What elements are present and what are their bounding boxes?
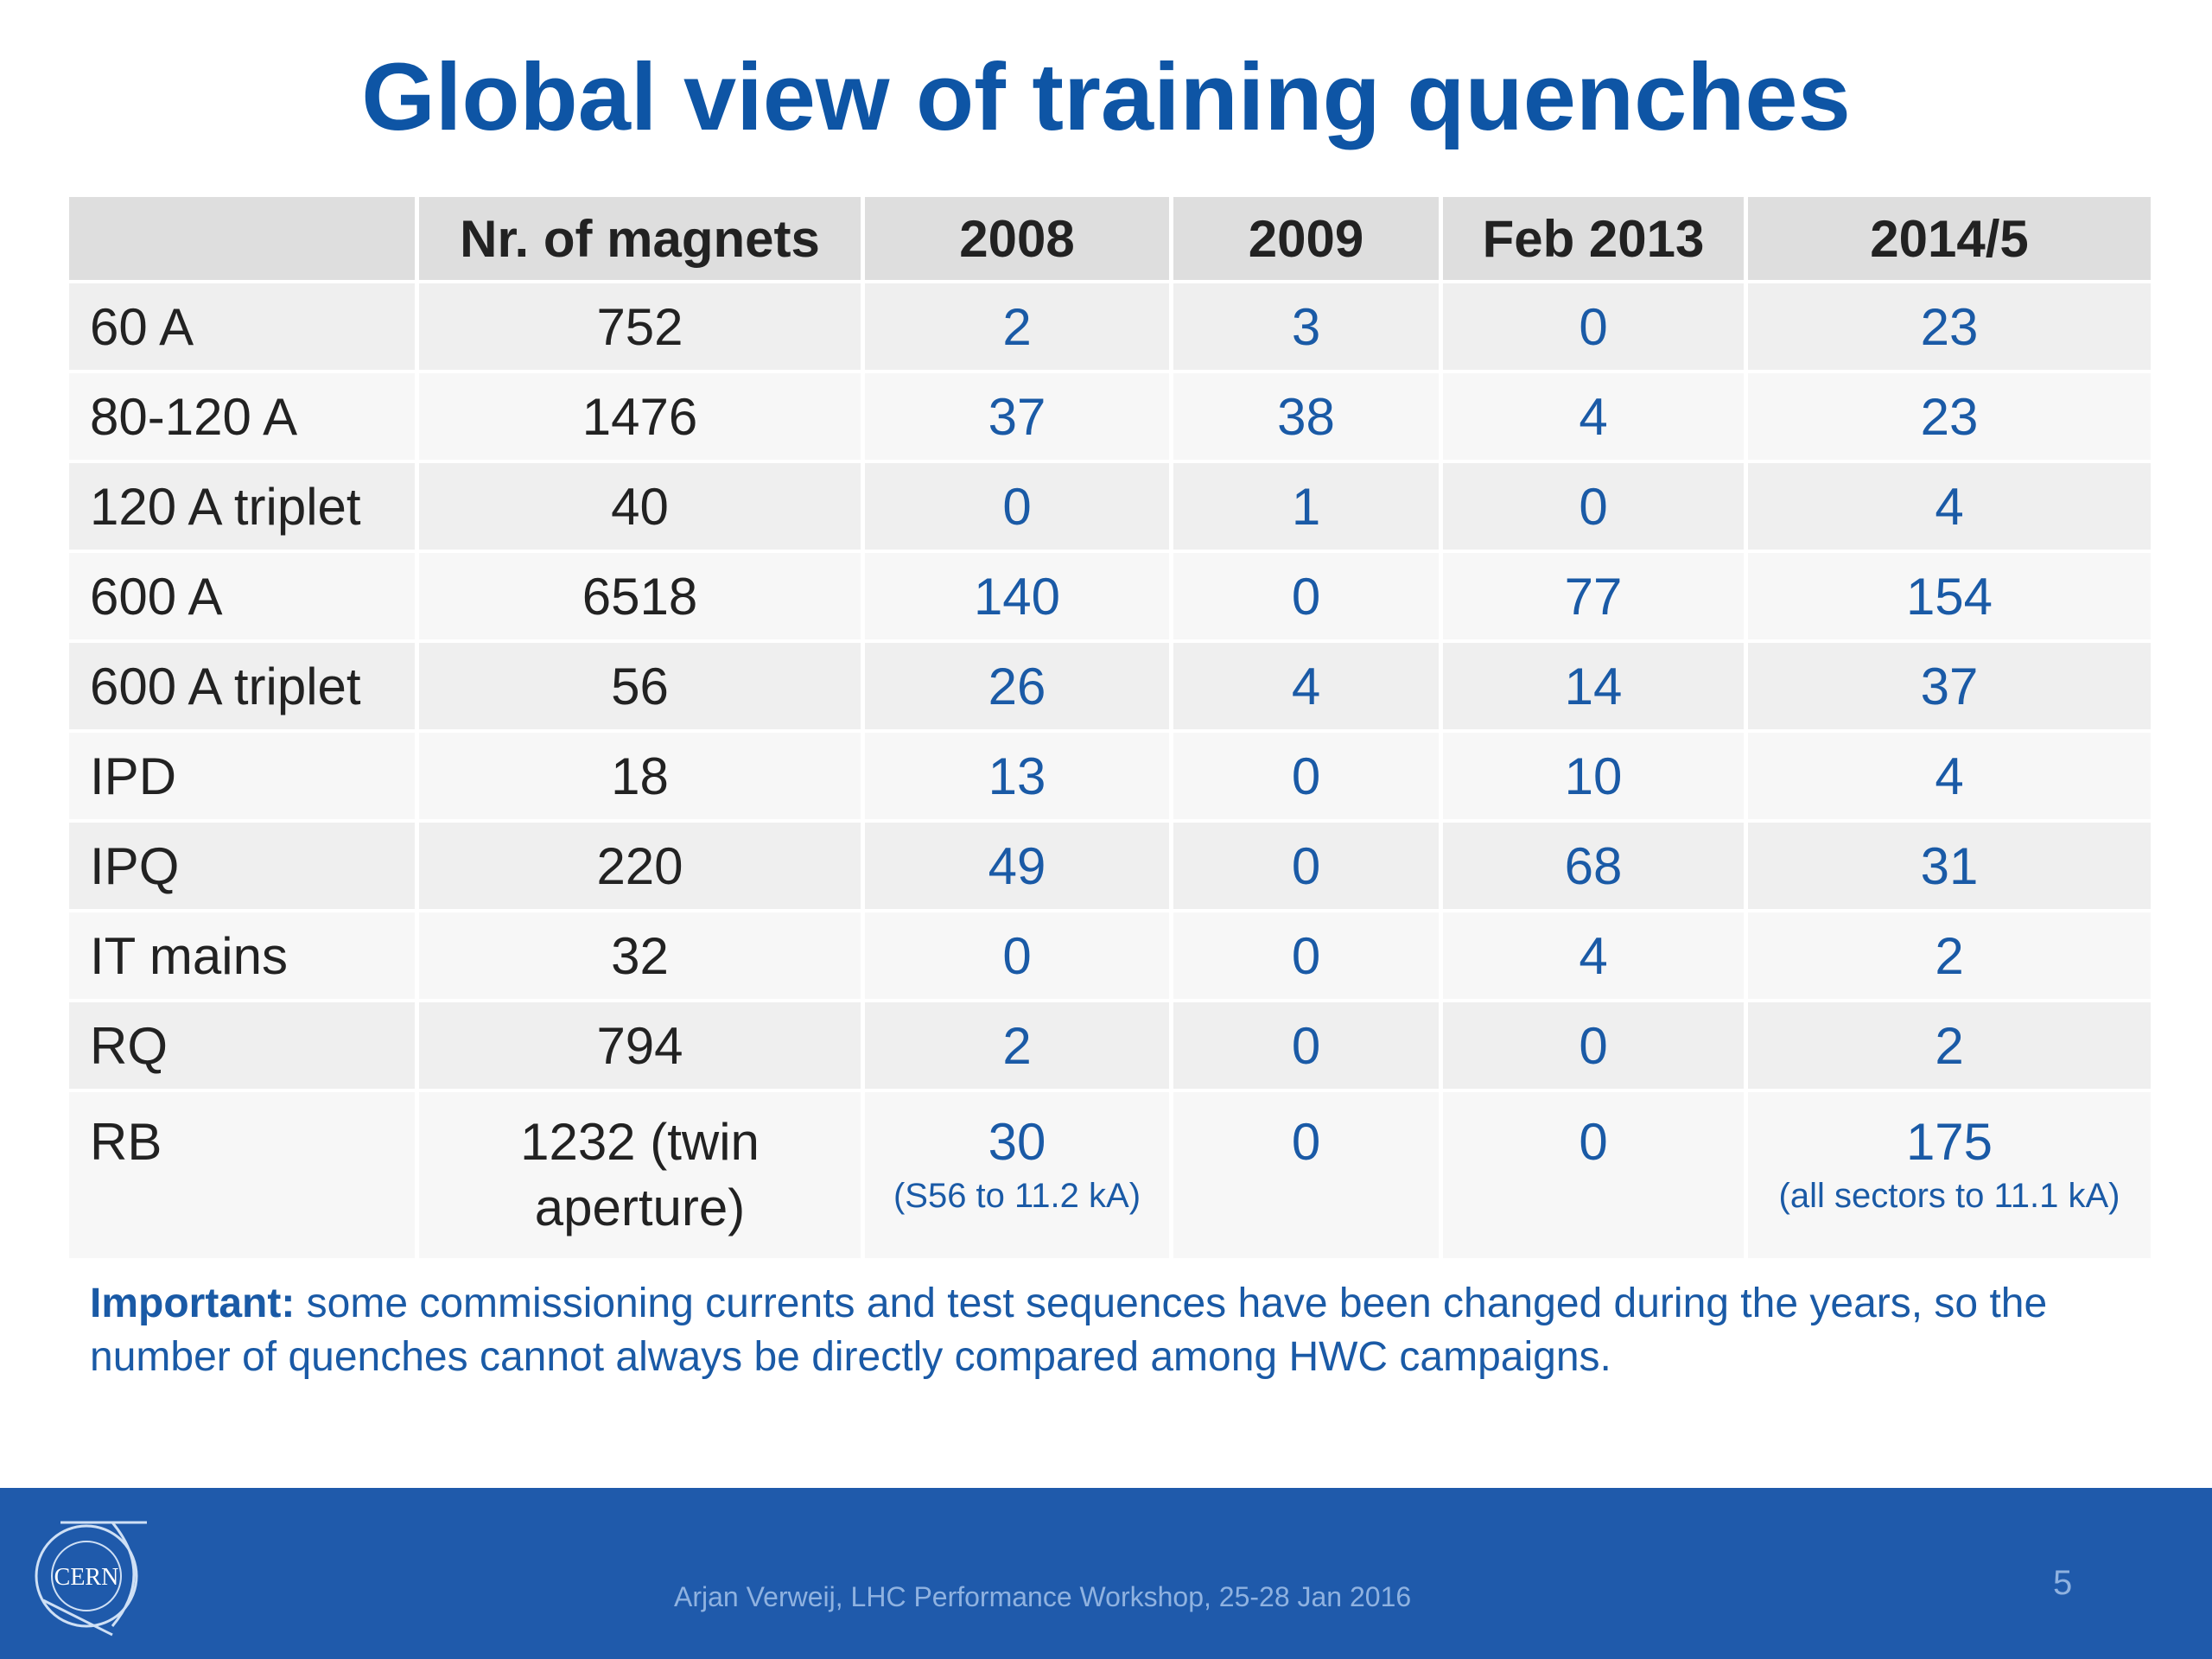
row-label: IPQ xyxy=(65,821,419,912)
table-row: 600 A 6518 140 0 77 154 xyxy=(65,551,2155,643)
header-cell-feb2013: Feb 2013 xyxy=(1439,197,1748,283)
cell-magnets: 56 xyxy=(415,641,865,733)
header-cell-2008: 2008 xyxy=(861,197,1173,283)
cell-2014-5: 154 xyxy=(1744,551,2155,643)
cell-magnets: 794 xyxy=(415,1001,865,1092)
cell-2009: 0 xyxy=(1169,821,1443,912)
table-row: IPD 18 13 0 10 4 xyxy=(65,731,2155,823)
row-label: RQ xyxy=(65,1001,419,1092)
table-row: 60 A 752 2 3 0 23 xyxy=(65,282,2155,373)
footer-bar: CERN Arjan Verweij, LHC Performance Work… xyxy=(0,1488,2212,1659)
cell-magnets: 40 xyxy=(415,461,865,553)
cell-magnets: 32 xyxy=(415,911,865,1002)
row-label: RB xyxy=(65,1090,419,1262)
note-label: Important: xyxy=(90,1281,296,1326)
table-row: 600 A triplet 56 26 4 14 37 xyxy=(65,641,2155,733)
table-row: RQ 794 2 0 0 2 xyxy=(65,1001,2155,1092)
cern-logo-icon: CERN xyxy=(35,1521,147,1637)
cell-2008: 2 xyxy=(861,1001,1173,1092)
header-cell-magnets: Nr. of magnets xyxy=(415,197,865,283)
cell-feb2013: 0 xyxy=(1439,282,1748,373)
header-cell-2009: 2009 xyxy=(1169,197,1443,283)
header-cell-blank xyxy=(65,197,419,283)
cell-2014-5: 23 xyxy=(1744,282,2155,373)
cell-feb2013: 14 xyxy=(1439,641,1748,733)
row-label: 120 A triplet xyxy=(65,461,419,553)
cell-magnets: 220 xyxy=(415,821,865,912)
cell-value: 30 xyxy=(988,1113,1046,1171)
table-header-row: Nr. of magnets 2008 2009 Feb 2013 2014/5 xyxy=(65,197,2155,283)
cell-2008: 140 xyxy=(861,551,1173,643)
slide-title: Global view of training quenches xyxy=(361,44,1851,150)
cell-feb2013: 0 xyxy=(1439,461,1748,553)
logo-text: CERN xyxy=(54,1564,119,1591)
cell-2009: 1 xyxy=(1169,461,1443,553)
row-label: 600 A triplet xyxy=(65,641,419,733)
cell-magnets: 18 xyxy=(415,731,865,823)
cell-2008: 37 xyxy=(861,372,1173,463)
cell-2008: 26 xyxy=(861,641,1173,733)
cell-footnote: (all sectors to 11.1 kA) xyxy=(1778,1177,2120,1215)
cell-feb2013: 0 xyxy=(1439,1090,1748,1262)
table-row: RB 1232 (twin aperture) 30 (S56 to 11.2 … xyxy=(65,1090,2155,1262)
cell-2008: 30 (S56 to 11.2 kA) xyxy=(861,1090,1173,1262)
cell-value: 175 xyxy=(1905,1113,1993,1171)
quench-table: Nr. of magnets 2008 2009 Feb 2013 2014/5… xyxy=(65,197,2155,1262)
cell-feb2013: 68 xyxy=(1439,821,1748,912)
cell-2008: 49 xyxy=(861,821,1173,912)
cell-2014-5: 2 xyxy=(1744,1001,2155,1092)
cell-feb2013: 4 xyxy=(1439,911,1748,1002)
row-label: IT mains xyxy=(65,911,419,1002)
important-note: Important: some commissioning currents a… xyxy=(90,1277,2146,1384)
table-row: 120 A triplet 40 0 1 0 4 xyxy=(65,461,2155,553)
cell-feb2013: 0 xyxy=(1439,1001,1748,1092)
row-label: 600 A xyxy=(65,551,419,643)
row-label: 80-120 A xyxy=(65,372,419,463)
cell-2009: 0 xyxy=(1169,1001,1443,1092)
cell-feb2013: 77 xyxy=(1439,551,1748,643)
cell-2009: 0 xyxy=(1169,551,1443,643)
cell-feb2013: 10 xyxy=(1439,731,1748,823)
cell-2014-5: 175 (all sectors to 11.1 kA) xyxy=(1744,1090,2155,1262)
cell-magnets: 6518 xyxy=(415,551,865,643)
cell-feb2013: 4 xyxy=(1439,372,1748,463)
cell-2014-5: 4 xyxy=(1744,731,2155,823)
cell-2014-5: 4 xyxy=(1744,461,2155,553)
cell-2008: 13 xyxy=(861,731,1173,823)
cell-2008: 2 xyxy=(861,282,1173,373)
cell-magnets: 1476 xyxy=(415,372,865,463)
cell-2014-5: 2 xyxy=(1744,911,2155,1002)
footer-credit: Arjan Verweij, LHC Performance Workshop,… xyxy=(674,1581,1412,1612)
row-label: 60 A xyxy=(65,282,419,373)
page-number: 5 xyxy=(2053,1564,2073,1602)
cell-2014-5: 23 xyxy=(1744,372,2155,463)
cell-2009: 0 xyxy=(1169,731,1443,823)
table-row: IPQ 220 49 0 68 31 xyxy=(65,821,2155,912)
cell-2009: 0 xyxy=(1169,911,1443,1002)
table-row: 80-120 A 1476 37 38 4 23 xyxy=(65,372,2155,463)
cell-2014-5: 37 xyxy=(1744,641,2155,733)
cell-2009: 3 xyxy=(1169,282,1443,373)
header-cell-2014-5: 2014/5 xyxy=(1744,197,2155,283)
cell-2014-5: 31 xyxy=(1744,821,2155,912)
cell-2008: 0 xyxy=(861,911,1173,1002)
cell-2009: 4 xyxy=(1169,641,1443,733)
cell-2009: 38 xyxy=(1169,372,1443,463)
cell-footnote: (S56 to 11.2 kA) xyxy=(893,1177,1141,1215)
cell-2009: 0 xyxy=(1169,1090,1443,1262)
cell-2008: 0 xyxy=(861,461,1173,553)
note-text: some commissioning currents and test seq… xyxy=(90,1281,2048,1380)
row-label: IPD xyxy=(65,731,419,823)
cell-magnets: 1232 (twin aperture) xyxy=(415,1090,865,1262)
cell-magnets: 752 xyxy=(415,282,865,373)
table-row: IT mains 32 0 0 4 2 xyxy=(65,911,2155,1002)
